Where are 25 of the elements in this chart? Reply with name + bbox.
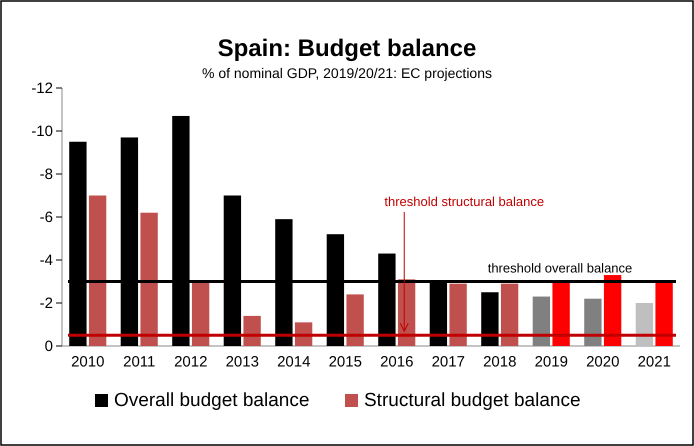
x-tick-label: 2015 (328, 354, 362, 371)
x-tick-label: 2016 (380, 354, 414, 371)
x-tick-label: 2018 (483, 354, 516, 371)
x-tick-label: 2021 (638, 354, 671, 371)
x-tick-label: 2011 (123, 354, 156, 371)
x-tick-label: 2010 (71, 354, 104, 371)
y-tick-label: 0 (44, 338, 53, 355)
x-tick-label: 2013 (226, 354, 259, 371)
y-tick-label: -12 (31, 80, 53, 97)
y-tick-label: -2 (40, 294, 53, 312)
y-tick-label: -10 (31, 122, 53, 140)
x-tick-label: 2017 (432, 354, 465, 371)
chart-title: Spain: Budget balance (218, 35, 476, 62)
y-tick-label: -4 (40, 252, 53, 269)
x-tick-label: 2014 (277, 354, 310, 371)
legend-label: Structural budget balance (364, 390, 581, 411)
ref-line-label: threshold overall balance (488, 260, 632, 276)
y-tick-label: -8 (40, 166, 53, 183)
x-tick-label: 2012 (174, 354, 208, 371)
chart-subtitle: % of nominal GDP, 2019/20/21: EC projections (202, 65, 492, 81)
x-tick-label: 2019 (534, 354, 568, 371)
legend-label: Overall budget balance (114, 390, 310, 411)
ref-line-label: threshold structural balance (384, 194, 544, 209)
x-tick-label: 2020 (586, 354, 620, 371)
y-tick-label: -6 (40, 208, 53, 226)
